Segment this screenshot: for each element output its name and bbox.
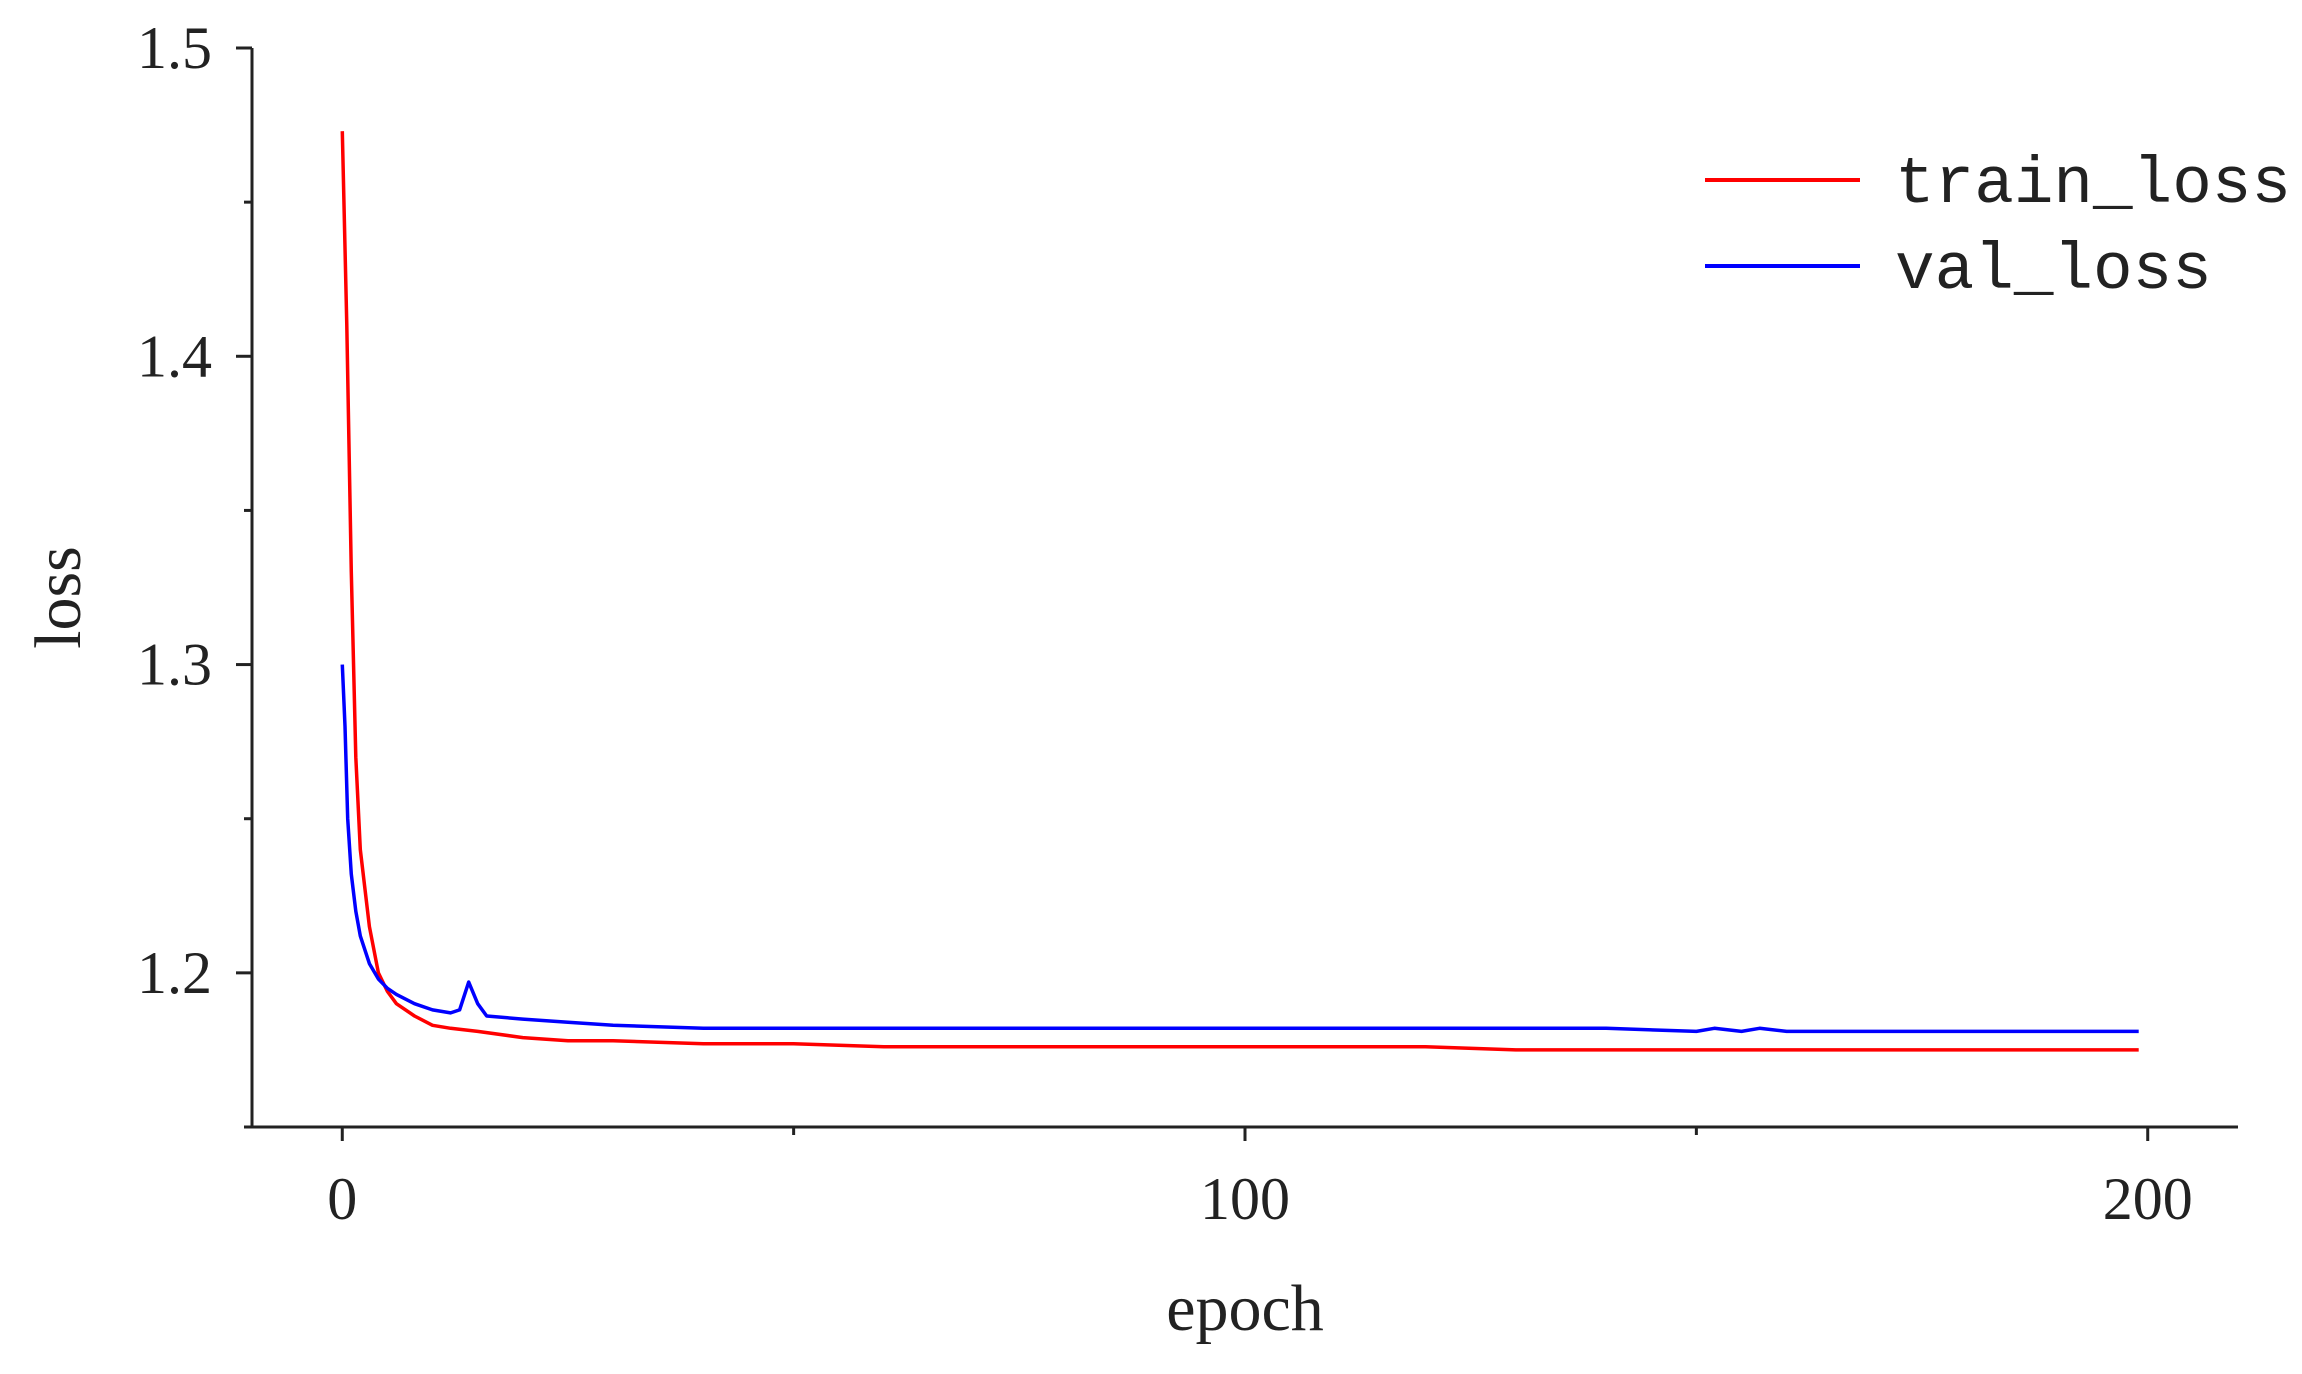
legend-label-val-loss: val_loss: [1895, 233, 2212, 308]
y-axis-title: loss: [22, 546, 95, 649]
y-tick-label: 1.2: [137, 940, 212, 1006]
x-tick-label: 0: [327, 1166, 357, 1232]
series-line-val-loss: [340, 664, 2139, 1034]
series-line-train-loss: [340, 131, 2139, 1052]
x-axis-title: epoch: [1166, 1272, 1324, 1345]
y-tick-label: 1.4: [137, 323, 212, 389]
series-lines: [340, 131, 2139, 1052]
x-tick-label: 200: [2103, 1166, 2193, 1232]
x-tick-label: 100: [1200, 1166, 1290, 1232]
axes: 1.2 1.3 1.4 1.5 0 100 200: [137, 15, 2238, 1232]
y-tick-label: 1.3: [137, 632, 212, 698]
legend: train_loss val_loss: [1705, 147, 2291, 308]
y-tick-label: 1.5: [137, 15, 212, 81]
legend-label-train-loss: train_loss: [1895, 147, 2291, 222]
